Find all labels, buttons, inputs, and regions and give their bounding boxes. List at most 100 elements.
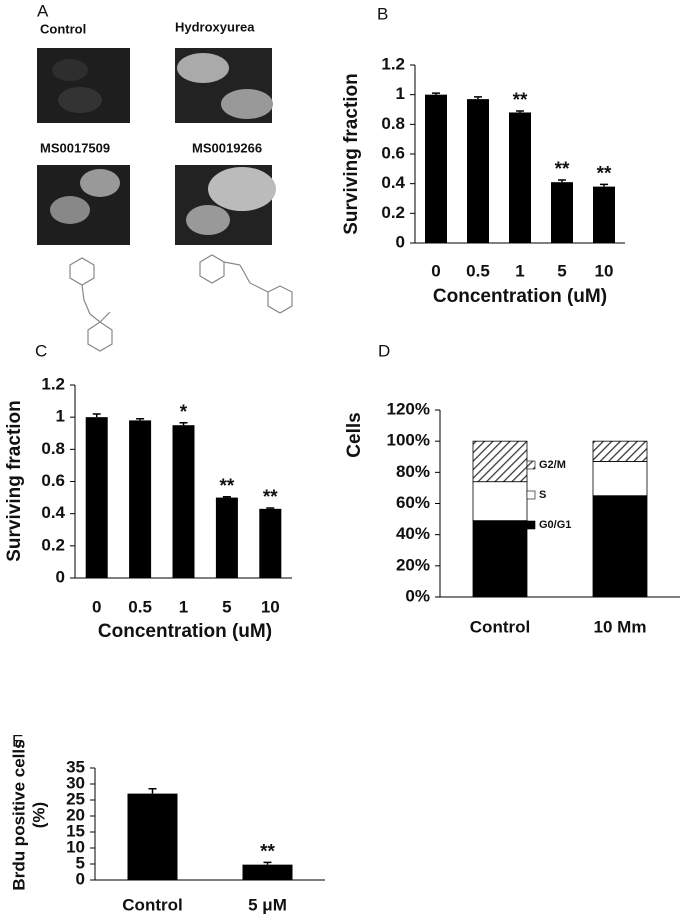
nucleus [221,89,273,119]
bar [85,417,108,578]
bar [242,864,293,880]
legend-swatch [526,460,536,470]
bar-segment [592,440,648,462]
y-tick-label: 15 [66,821,85,840]
y-tick-label: 1.2 [381,54,405,73]
error-bar [92,413,101,418]
y-axis-label: Surviving fraction [341,73,362,235]
y-tick-label: 0 [56,567,65,586]
bar [593,186,615,243]
y-axis-label: Surviving fraction [4,400,25,562]
bar [509,112,531,243]
image-label: MS0019266 [192,140,262,155]
error-bar [432,92,440,95]
legend-swatch [526,490,536,500]
x-tick-label: 0.5 [466,261,490,280]
y-axis-label: (%) [29,802,48,828]
legend-label: G0/G1 [539,519,571,531]
bar [127,793,178,880]
bar-segment [592,461,648,497]
bar-segment [472,440,528,483]
bar [551,182,573,243]
error-bar [558,179,566,183]
x-tick-label: 10 Mm [594,617,647,636]
y-tick-label: 120% [387,399,430,418]
x-axis-label: Concentration (uM) [433,286,607,307]
significance: ** [555,159,570,180]
x-tick-label: 0 [92,597,101,616]
significance: ** [597,163,612,184]
y-tick-label: 0% [405,586,430,605]
error-bar [148,788,157,794]
bar [259,508,282,578]
error-bar [266,507,275,509]
nucleus [58,87,102,113]
structure [199,254,293,314]
y-tick-label: 1 [396,84,405,103]
panel-a: A Control Hydroxyurea MS0017509 MS001926… [37,1,293,352]
significance: ** [263,487,278,508]
x-tick-label: 1 [179,597,188,616]
y-axis-label: Brdu positive cells [9,739,28,890]
y-tick-label: 1 [56,407,65,426]
nucleus [52,59,88,81]
y-tick-label: 0 [76,869,85,888]
x-tick-label: 5 [222,597,231,616]
y-tick-label: 40% [396,524,430,543]
significance: ** [513,90,528,111]
nucleus [50,196,90,224]
bar [425,94,447,244]
bar [467,99,489,243]
error-bar [136,418,145,421]
x-tick-label: 5 [557,261,566,280]
error-bar [516,110,524,113]
y-tick-label: 0.8 [381,114,405,133]
x-axis-label: Concentration (uM) [98,621,272,642]
y-tick-label: 0.8 [41,439,65,458]
nucleus [80,169,120,197]
nucleus [177,53,229,83]
error-bar [600,183,608,187]
y-tick-label: 25 [66,789,85,808]
bar-segment [472,481,528,522]
legend-label: G2/M [539,459,566,471]
y-tick-label: 80% [396,462,430,481]
y-tick-label: 35 [66,757,85,776]
structure [69,257,113,352]
y-tick-label: 0.6 [41,471,65,490]
bar-segment [592,495,648,598]
bar [215,497,238,578]
y-tick-label: 0 [396,232,405,251]
significance: ** [220,476,235,497]
x-tick-label: 10 [261,597,280,616]
significance: ** [260,841,275,862]
significance: * [180,402,188,423]
image-label: Control [40,21,86,36]
y-tick-label: 0.2 [381,203,405,222]
panel-letter: C [35,341,47,360]
y-tick-label: 100% [387,431,430,450]
x-tick-label: 0 [431,261,440,280]
y-tick-label: 0.6 [381,143,405,162]
y-tick-label: 5 [76,853,85,872]
x-tick-label: 5 μM [248,895,287,914]
x-tick-label: 0.5 [128,597,152,616]
error-bar [222,496,231,498]
y-tick-label: 0.2 [41,535,65,554]
x-tick-label: 10 [595,261,614,280]
legend-swatch [526,520,536,530]
nucleus [186,205,230,235]
nucleus [208,167,276,211]
y-tick-label: 20% [396,555,430,574]
legend-label: S [539,489,546,501]
panel-letter: E [12,731,23,750]
error-bar [263,861,272,865]
y-tick-label: 1.2 [41,374,65,393]
bar-segment [472,520,528,598]
x-tick-label: Control [122,895,182,914]
error-bar [179,422,188,426]
y-tick-label: 0.4 [41,503,65,522]
bar [129,420,152,578]
y-tick-label: 0.4 [381,173,405,192]
